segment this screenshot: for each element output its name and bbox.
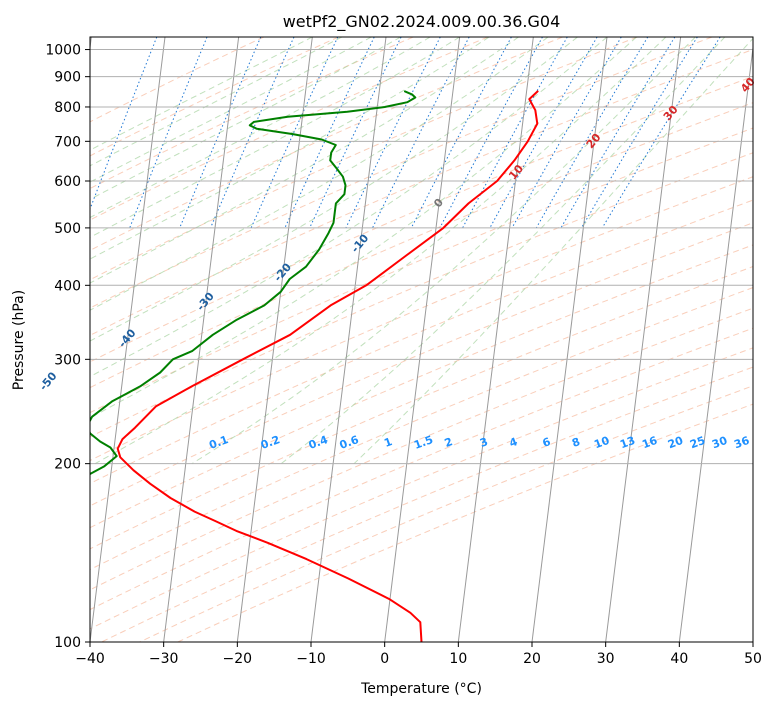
moist-adiabat [280,37,726,465]
mixing-ratio-label: 10 [592,434,611,452]
isotherm-line [90,37,166,642]
mixing-ratio-label: 25 [688,434,707,451]
x-tick-label: 10 [449,651,467,667]
x-tick-label: 20 [523,651,541,667]
y-tick-label: 1000 [45,43,81,59]
moist-adiabat [94,37,667,465]
mixing-ratio-label: 36 [732,434,751,452]
moist-adiabat [90,37,549,311]
moist-adiabat [191,37,696,465]
mixing-ratio-line [179,37,262,229]
mixing-ratio-line [90,37,158,211]
mixing-ratio-label: 3 [478,435,490,450]
mixing-ratio-label: 0.1 [207,433,230,452]
isotherm-line [236,37,313,642]
plot-frame [89,36,754,643]
dry-adiabat [90,37,339,157]
isotherm-line [457,37,534,642]
x-tick-label: −30 [149,651,179,667]
dry-adiabat [90,199,753,485]
mixing-ratio-label: 2 [443,435,455,450]
series-lines [90,90,539,642]
mixing-ratio-line [439,37,543,229]
plot-background [90,37,753,642]
dry-adiabat [139,385,753,642]
y-axis: 100 200 300 400 500 600 700 800 900 1000 [45,43,90,651]
mixing-ratio-line [345,37,441,229]
isotherm-line [605,37,682,642]
x-tick-label: 30 [597,651,615,667]
mixing-ratio-label: 30 [710,434,729,452]
mixing-ratio-label: 20 [666,434,685,452]
mixing-ratio-line [581,37,698,229]
dry-adiabat [90,287,753,571]
y-tick-label: 800 [54,100,81,116]
moist-adiabat [90,37,460,238]
dry-adiabat [90,222,753,507]
chart-title: wetPf2_GN02.2024.009.00.36.G04 [283,12,561,32]
moist-adiabat [90,37,343,167]
mixing-ratio-label: 13 [618,434,637,451]
x-tick-label: −20 [223,651,253,667]
dry-adiabat [90,347,753,630]
mixing-ratio-label: 1.5 [412,433,435,452]
mixing-ratio-label: 6 [541,435,553,450]
y-tick-label: 100 [54,635,81,651]
y-tick-label: 200 [54,457,81,473]
y-axis-label: Pressure (hPa) [11,290,27,390]
moist-adiabat [90,37,313,151]
isotherm-line [384,37,461,642]
moist-adiabat [90,37,401,200]
y-tick-label: 400 [54,278,81,294]
moist-adiabat [90,37,372,183]
moist-adiabat [90,37,608,378]
mixing-ratio-line [210,37,295,229]
mixing-ratio-label: 16 [640,434,659,452]
dewpoint-line [90,90,417,476]
mixing-ratio-line [410,37,512,229]
isotherm-line [531,37,608,642]
x-tick-label: −10 [296,651,326,667]
temperature-line [116,90,539,642]
grid-lines [90,37,753,642]
isotherm-line [310,37,387,642]
y-tick-label: 300 [54,352,81,368]
moist-adiabat [90,37,637,419]
moist-adiabat [90,37,578,342]
dry-adiabat [90,327,753,611]
dry-adiabat [90,37,638,281]
y-tick-label: 500 [54,221,81,237]
mixing-ratio-line [560,37,676,229]
y-tick-label: 900 [54,70,81,86]
x-tick-label: 0 [380,651,389,667]
dry-adiabat [90,265,753,550]
isotherm-line [163,37,240,642]
x-axis: −40 −30 −20 −10 0 10 20 30 40 50 [75,642,762,667]
mixing-ratio-label: 8 [570,435,582,450]
dry-adiabat [90,37,563,251]
x-axis-label: Temperature (°C) [360,681,482,697]
mixing-ratio-label: 0.6 [338,433,361,452]
mixing-ratio-label: 4 [508,435,520,450]
mixing-ratio-line [129,37,208,229]
moist-adiabat [353,37,753,465]
isotherm-line [678,43,753,642]
mixing-ratio-label: 0.4 [307,433,330,452]
x-tick-label: 40 [670,651,688,667]
dry-adiabat [90,75,753,363]
y-tick-label: 700 [54,134,81,150]
x-tick-label: 50 [744,651,762,667]
dry-adiabat [90,102,753,389]
moist-adiabat [90,37,490,260]
mixing-ratio-label: 1 [382,435,394,450]
x-tick-label: −40 [75,651,105,667]
mixing-ratio-label: 0.2 [259,433,282,452]
dry-adiabat [90,176,753,462]
moist-adiabat [90,37,431,219]
y-tick-label: 600 [54,174,81,190]
mixing-ratio-line [462,37,568,229]
dry-adiabat [90,37,414,190]
